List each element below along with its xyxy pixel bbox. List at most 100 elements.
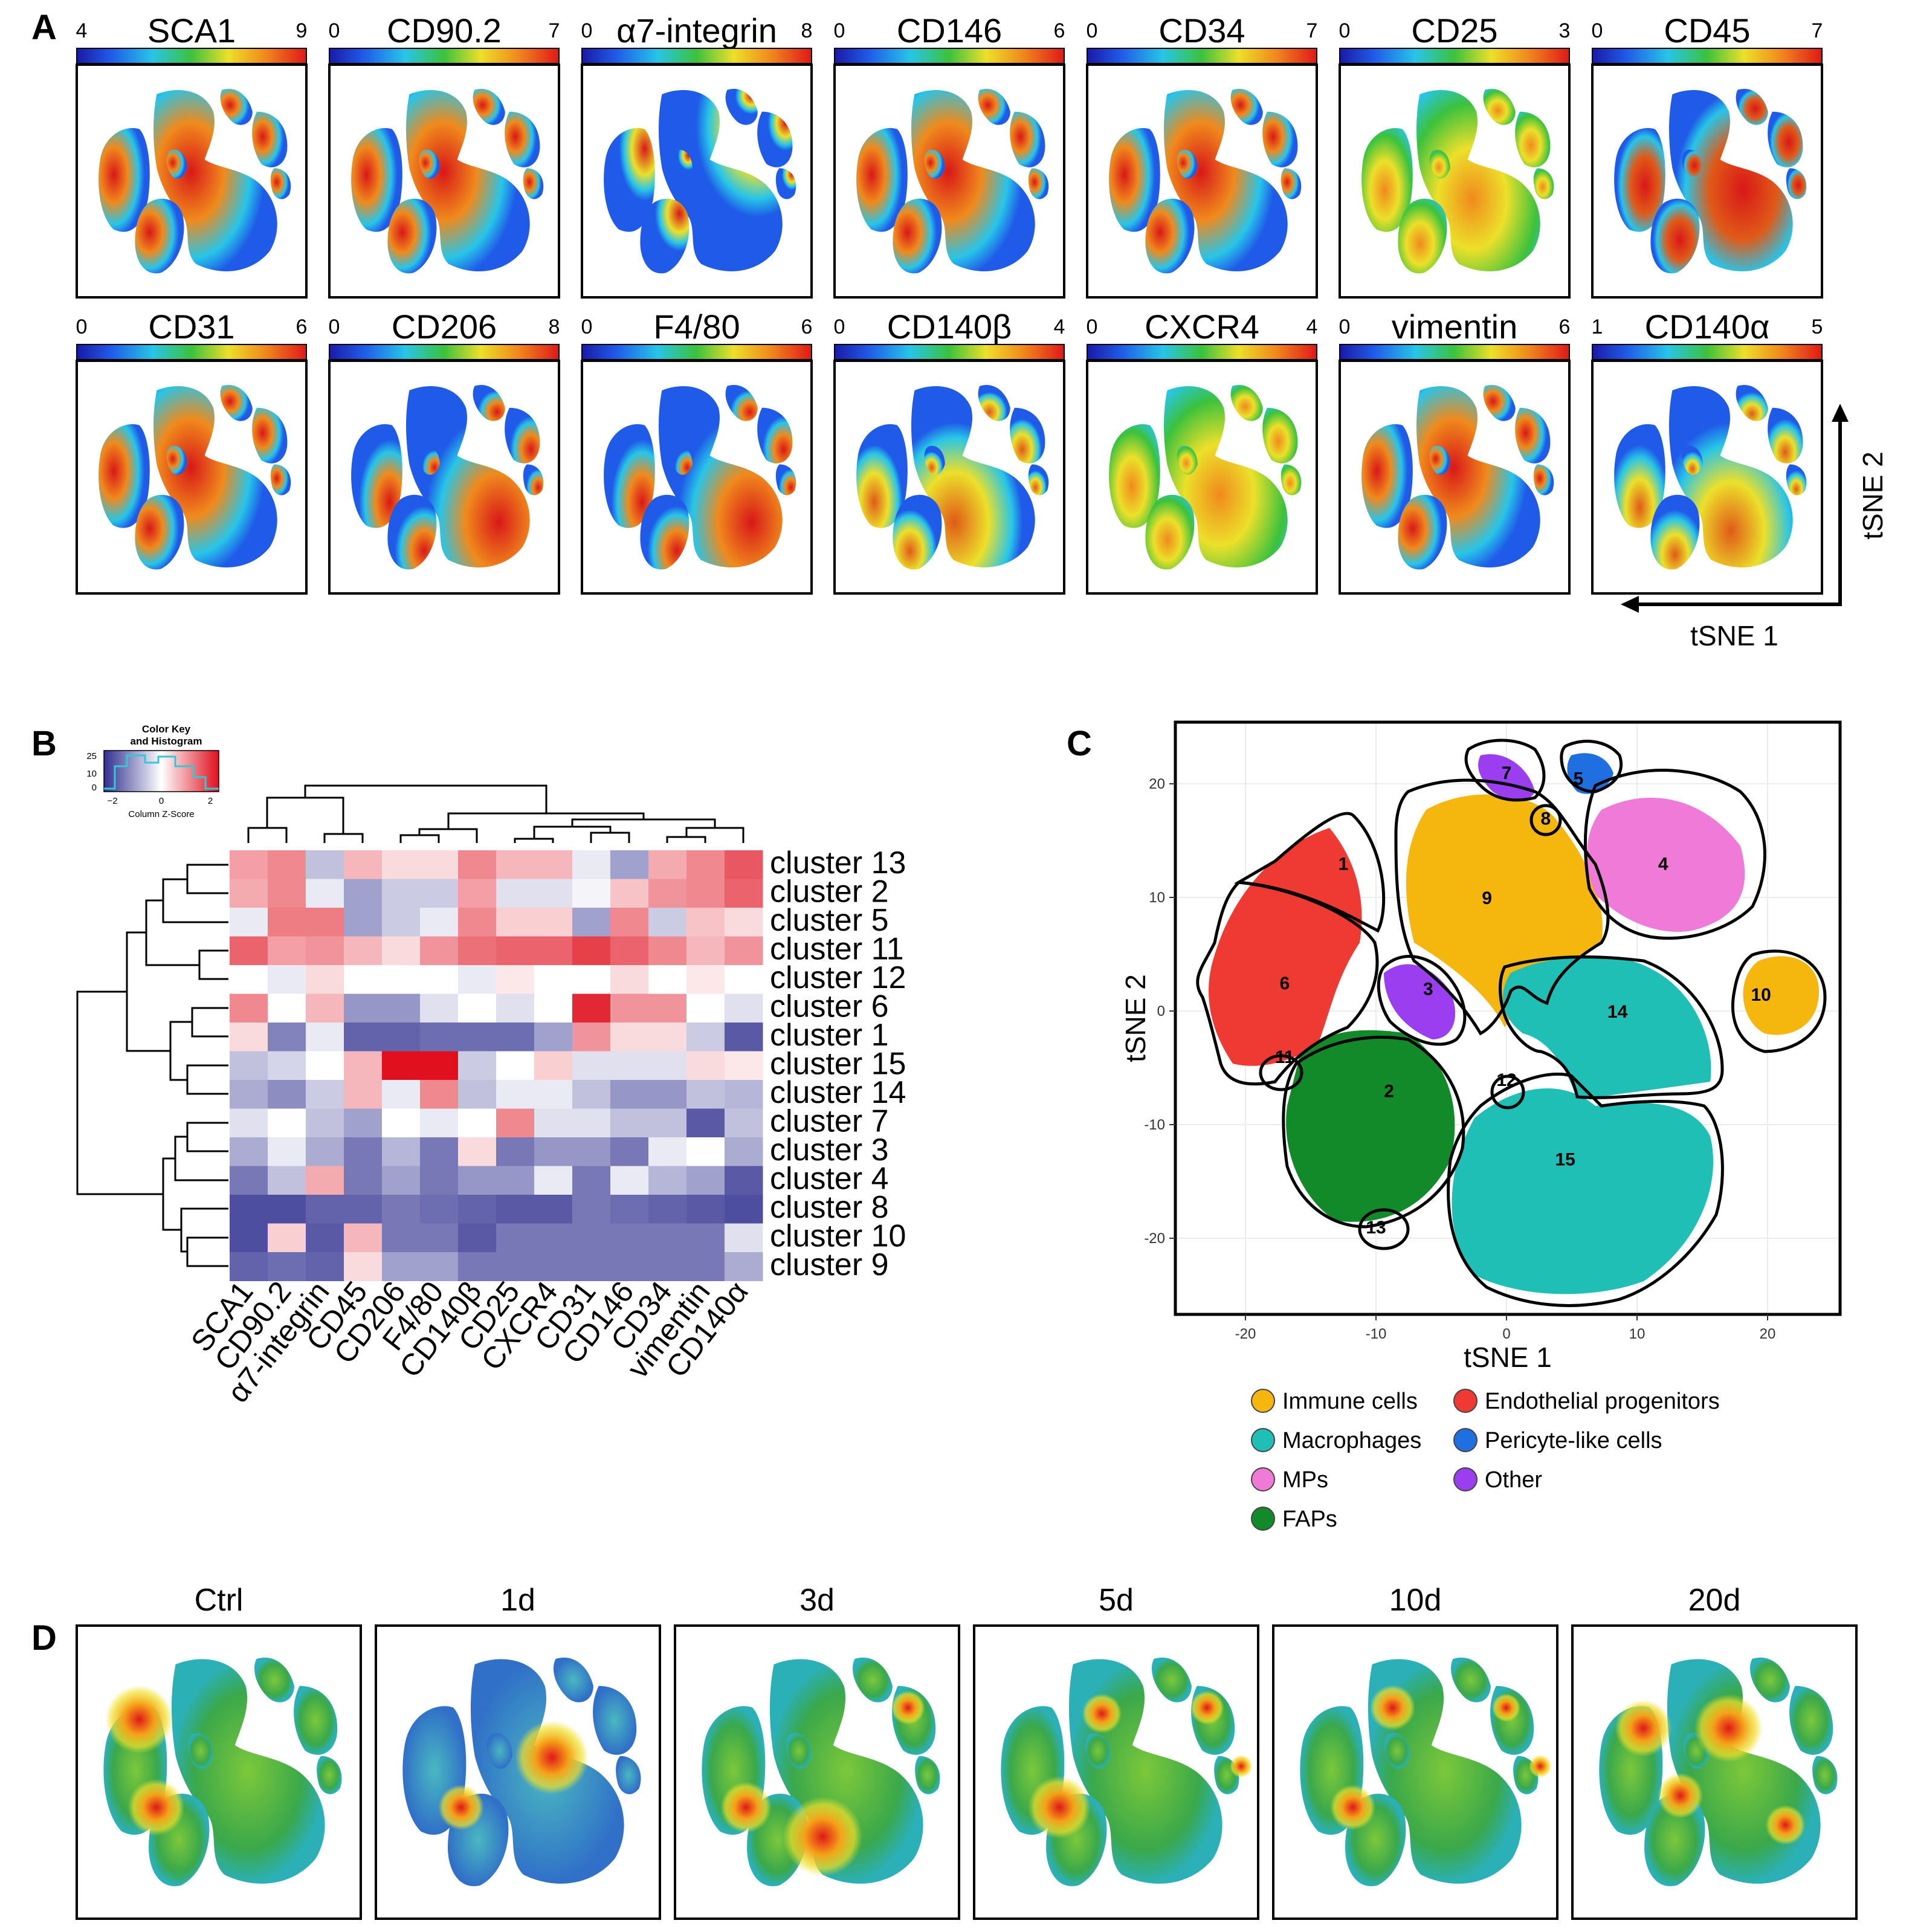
heatmap-cell [230, 993, 268, 1023]
heatmap-cell [382, 1108, 421, 1138]
heatmap-cell [725, 1195, 763, 1224]
density-plot: Ctrl [76, 1583, 362, 1920]
density-hotspot [1330, 1785, 1376, 1830]
heatmap-cell [230, 879, 268, 908]
heatmap-cell [496, 1051, 535, 1081]
color-scale-bar [834, 48, 1065, 64]
heatmap-cell [268, 965, 306, 994]
heatmap-cell [725, 1223, 763, 1253]
cluster-region-macrophages [1502, 957, 1711, 1100]
heatmap-row-label: cluster 2 [770, 874, 889, 909]
cluster-region-faps [1286, 1030, 1455, 1222]
scale-min: 0 [329, 315, 340, 338]
column-dendrogram [247, 784, 744, 843]
heatmap-cell [268, 936, 306, 966]
heatmap-cell [648, 1223, 687, 1253]
color-scale-bar [834, 344, 1065, 360]
heatmap-cell [382, 1137, 421, 1166]
color-key-tick: 0 [159, 796, 164, 806]
density-hotspot [1230, 1755, 1253, 1778]
density-hotspot [1658, 1772, 1704, 1818]
legend-label: FAPs [1282, 1507, 1337, 1532]
color-key-title: Color Key [142, 723, 191, 735]
heatmap-cell [686, 1223, 725, 1253]
heatmap-cell [725, 936, 763, 966]
panel-letter-c: C [1067, 724, 1092, 763]
color-key-subtitle: and Histogram [130, 735, 202, 747]
timepoint-label: 20d [1688, 1583, 1741, 1618]
density-plot: 1d [375, 1583, 661, 1920]
legend-label: MPs [1282, 1467, 1328, 1493]
heatmap-cell [344, 908, 383, 937]
cluster-number-label: 10 [1751, 985, 1771, 1005]
timepoint-label: 1d [500, 1583, 535, 1618]
heatmap-cell [268, 1223, 306, 1253]
heatmap-cell [610, 879, 649, 908]
x-tick-label: 10 [1629, 1326, 1646, 1342]
heatmap-cell [496, 879, 535, 908]
heatmap-cell [344, 1080, 383, 1109]
heatmap-cell [725, 1252, 763, 1281]
x-tick-label: 0 [1502, 1326, 1510, 1342]
heatmap-row-label: cluster 8 [770, 1190, 889, 1225]
heatmap-cell [534, 1195, 573, 1224]
heatmap-cell [648, 850, 687, 879]
heatmap-cell [458, 993, 497, 1023]
legend-item: Immune cells [1251, 1389, 1418, 1414]
scale-min: 0 [76, 315, 88, 338]
cluster-region-mps [1587, 798, 1745, 932]
heatmap-cell [230, 1023, 268, 1052]
density-hotspot [1765, 1804, 1806, 1845]
heatmap-cell [572, 1195, 611, 1224]
heatmap-cell [496, 850, 535, 879]
heatmap-cell [382, 936, 421, 966]
marker-name: CD146 [897, 11, 1002, 50]
panel-letter-a: A [31, 8, 57, 47]
legend-label: Endothelial progenitors [1485, 1389, 1720, 1414]
heatmap-cell [534, 1223, 573, 1253]
heatmap-cell [725, 993, 763, 1023]
heatmap-row-label: cluster 6 [770, 989, 889, 1024]
heatmap-cell [306, 1080, 344, 1109]
heatmap-cell [230, 1051, 268, 1081]
heatmap-cell [344, 1051, 383, 1081]
marker-name: CD34 [1158, 11, 1245, 50]
density-plot: 5d [973, 1583, 1259, 1920]
heatmap-cell [458, 1108, 497, 1138]
density-hotspot [720, 1782, 772, 1833]
color-scale-bar [1339, 48, 1570, 64]
heatmap-cell [344, 1023, 383, 1052]
heatmap-cell [725, 965, 763, 994]
cluster-number-label: 8 [1540, 809, 1551, 829]
heatmap-cell [344, 1137, 383, 1166]
panel-letter-d: D [31, 1618, 57, 1658]
heatmap-cell [230, 850, 268, 879]
heatmap-cell [610, 850, 649, 879]
cluster-region-macrophages [1452, 1088, 1714, 1294]
heatmap-cell [496, 1166, 535, 1195]
marker-name: CXCR4 [1145, 308, 1259, 346]
scale-min: 0 [834, 315, 845, 338]
heatmap-cell [420, 850, 459, 879]
heatmap-cell [306, 1137, 344, 1166]
heatmap-cell [610, 1051, 649, 1081]
heatmap-cell [306, 1195, 344, 1224]
heatmap-cell [572, 850, 611, 879]
heatmap-cell [686, 850, 725, 879]
heatmap-cell [648, 1080, 687, 1109]
heatmap-cell [306, 1108, 344, 1138]
color-key-histogram [104, 754, 219, 790]
y-tick-label: -10 [1144, 1117, 1165, 1133]
heatmap-cell [344, 1108, 383, 1138]
legend-swatch [1251, 1507, 1275, 1531]
density-hotspot [1369, 1685, 1415, 1731]
panel-letter-b: B [31, 724, 57, 763]
density-hotspot [1694, 1694, 1763, 1763]
heatmap-row-label: cluster 13 [770, 845, 906, 880]
heatmap-cell [534, 965, 573, 994]
heatmap-cell [382, 879, 421, 908]
heatmap-cell [458, 1223, 497, 1253]
heatmap-cell [610, 1080, 649, 1109]
